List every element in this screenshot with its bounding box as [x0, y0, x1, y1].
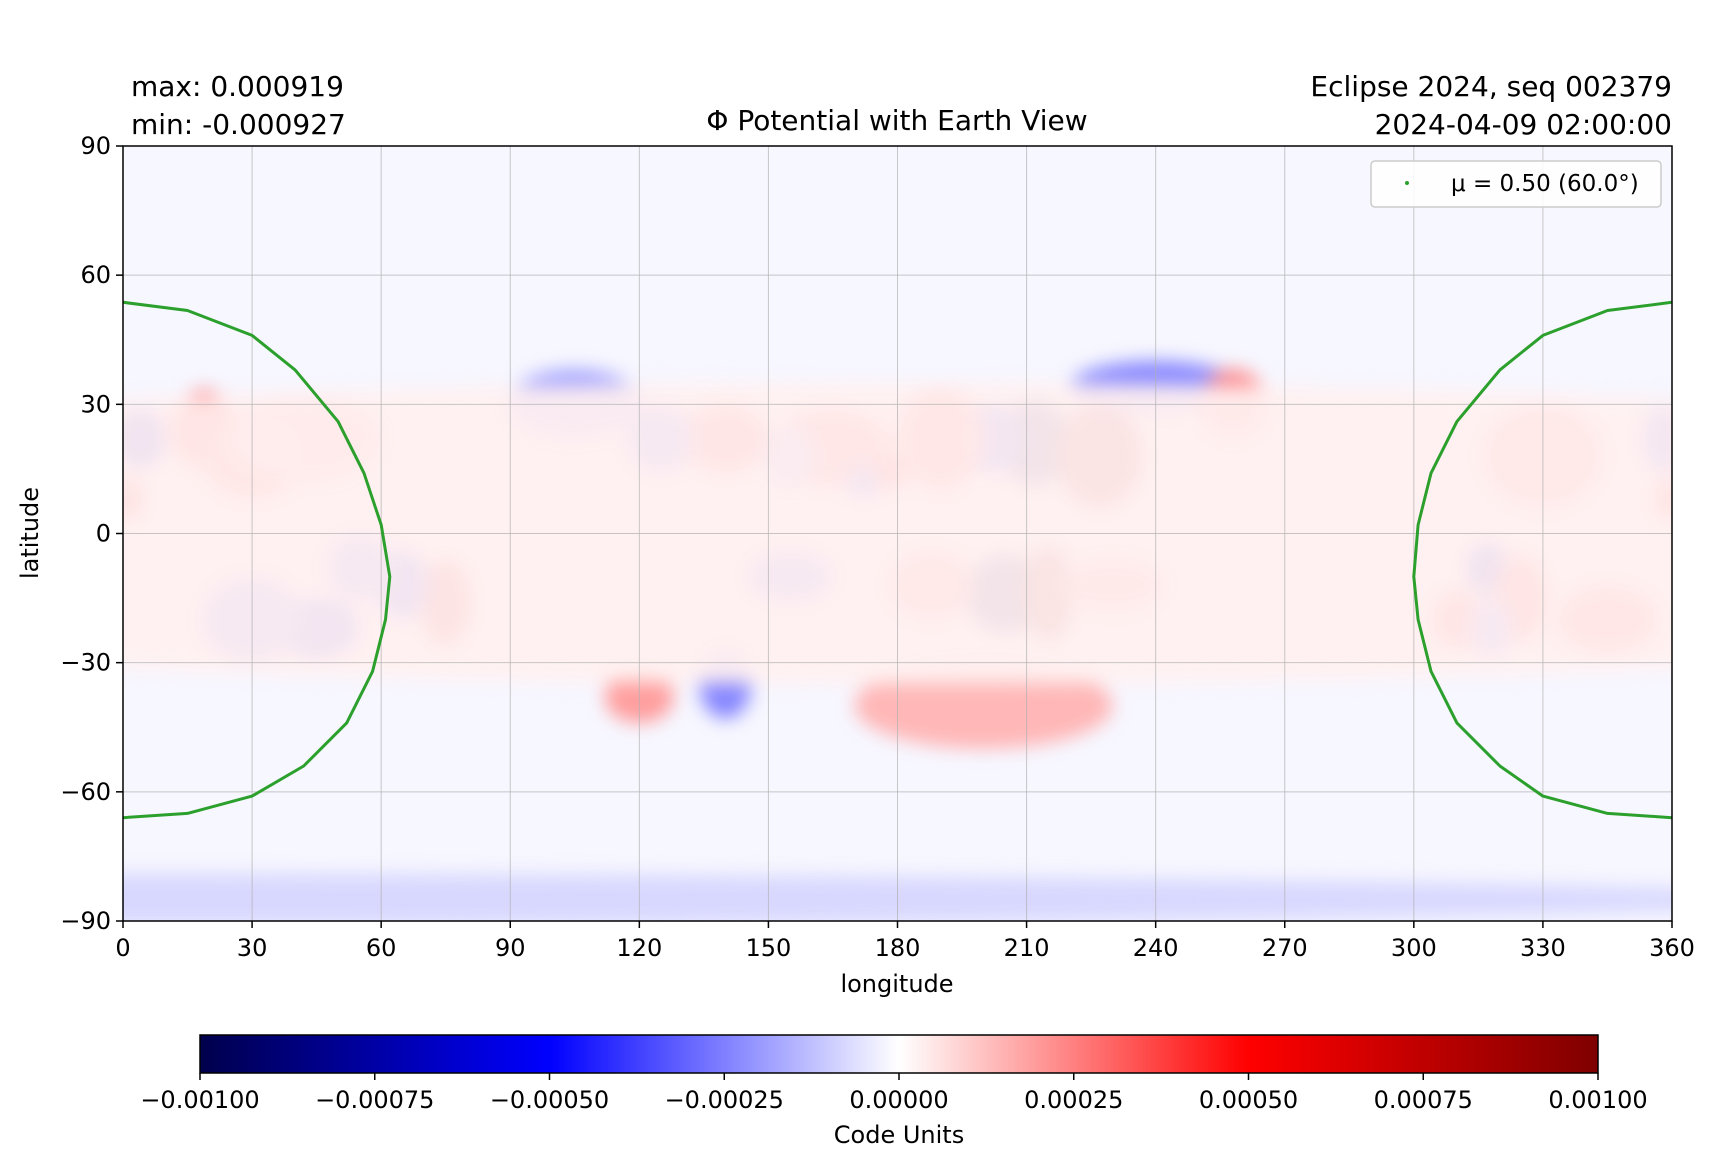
plot-area — [123, 146, 1672, 921]
x-tick-label: 240 — [1133, 934, 1179, 962]
x-tick-label: 270 — [1262, 934, 1308, 962]
x-tick-label: 150 — [746, 934, 792, 962]
y-tick-label: −30 — [60, 649, 111, 677]
colorbar-tick-label: 0.00050 — [1199, 1086, 1298, 1114]
colorbar-tick-label: −0.00050 — [490, 1086, 609, 1114]
legend: μ = 0.50 (60.0°) — [1370, 160, 1662, 208]
x-tick-label: 30 — [237, 934, 268, 962]
x-tick-label: 360 — [1649, 934, 1695, 962]
contour-line — [1412, 300, 1672, 820]
heatmap-feature — [854, 662, 1113, 749]
info-min: min: -0.000927 — [131, 108, 346, 141]
legend-box — [1370, 160, 1662, 208]
colorbar-tick-label: 0.00100 — [1548, 1086, 1647, 1114]
info-event: Eclipse 2024, seq 002379 — [1310, 70, 1672, 103]
colorbar-tick-label: −0.00075 — [315, 1086, 434, 1114]
colorbar — [199, 1034, 1599, 1074]
colorbar-tick-label: 0.00075 — [1374, 1086, 1473, 1114]
x-tick-label: 60 — [366, 934, 397, 962]
y-axis-label: latitude — [16, 487, 44, 579]
x-tick-label: 330 — [1520, 934, 1566, 962]
info-max: max: 0.000919 — [131, 70, 344, 103]
y-tick-label: 0 — [96, 520, 111, 548]
earth-view-contour — [123, 300, 1672, 820]
colorbar-label: Code Units — [834, 1121, 964, 1149]
colorbar-tick-label: −0.00025 — [665, 1086, 784, 1114]
legend-marker — [1405, 181, 1409, 185]
y-tick-label: −60 — [60, 778, 111, 806]
chart-title: Φ Potential with Earth View — [706, 104, 1087, 137]
x-tick-label: 90 — [495, 934, 526, 962]
colorbar-tick-label: 0.00025 — [1024, 1086, 1123, 1114]
colorbar-tick-label: 0.00000 — [849, 1086, 948, 1114]
colorbar-ticks: −0.00100 −0.00075 −0.00050 −0.00025 0.00000 0… — [140, 1073, 1648, 1114]
axes-layer: 0 30 60 90 120 150 180 210 240 270 300 330 360906030… — [60, 132, 1695, 962]
y-tick-label: 90 — [80, 132, 111, 160]
x-tick-label: 210 — [1004, 934, 1050, 962]
x-tick-label: 120 — [616, 934, 662, 962]
y-tick-label: 60 — [80, 261, 111, 289]
legend-label: μ = 0.50 (60.0°) — [1451, 171, 1639, 197]
colorbar-tick-label: −0.00100 — [140, 1086, 259, 1114]
grid-layer — [123, 146, 1672, 921]
x-tick-label: 300 — [1391, 934, 1437, 962]
x-axis-label: longitude — [840, 970, 953, 998]
y-tick-label: −90 — [60, 907, 111, 935]
info-datetime: 2024-04-09 02:00:00 — [1375, 108, 1672, 141]
x-tick-label: 0 — [115, 934, 130, 962]
y-tick-label: 30 — [80, 390, 111, 418]
x-tick-label: 180 — [875, 934, 921, 962]
contour-line — [123, 300, 392, 820]
